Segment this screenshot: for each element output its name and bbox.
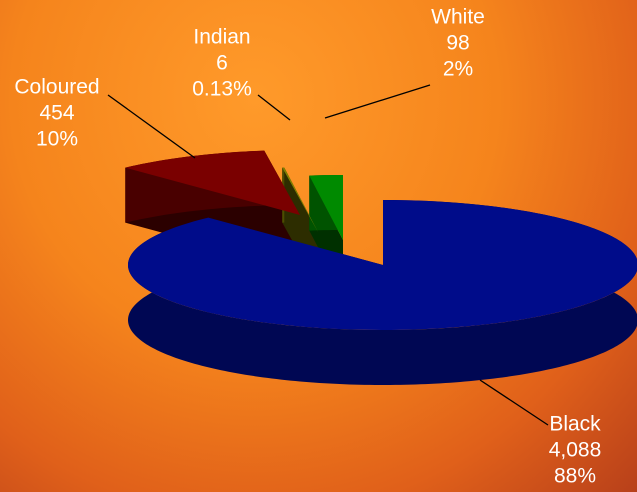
value-label: 98: [446, 32, 469, 55]
slice-label: Coloured: [14, 76, 99, 99]
percent-label: 88%: [554, 465, 596, 488]
slice-label: Black: [549, 413, 601, 436]
value-label: 454: [39, 102, 74, 125]
leader-line: [324, 84, 431, 119]
percent-label: 10%: [36, 128, 78, 151]
pie-slice: [128, 200, 637, 330]
pie-slice: [125, 150, 300, 215]
leader-line: [107, 94, 196, 159]
percent-label: 2%: [443, 58, 473, 81]
percent-label: 0.13%: [192, 78, 252, 101]
slice-label: Indian: [193, 26, 250, 49]
value-label: 4,088: [549, 439, 602, 462]
slice-label: White: [431, 6, 485, 29]
value-label: 6: [216, 52, 228, 75]
leader-line: [479, 379, 549, 426]
leader-line: [257, 94, 291, 121]
pie-slice: [309, 175, 343, 240]
pie-slice: [282, 167, 318, 232]
